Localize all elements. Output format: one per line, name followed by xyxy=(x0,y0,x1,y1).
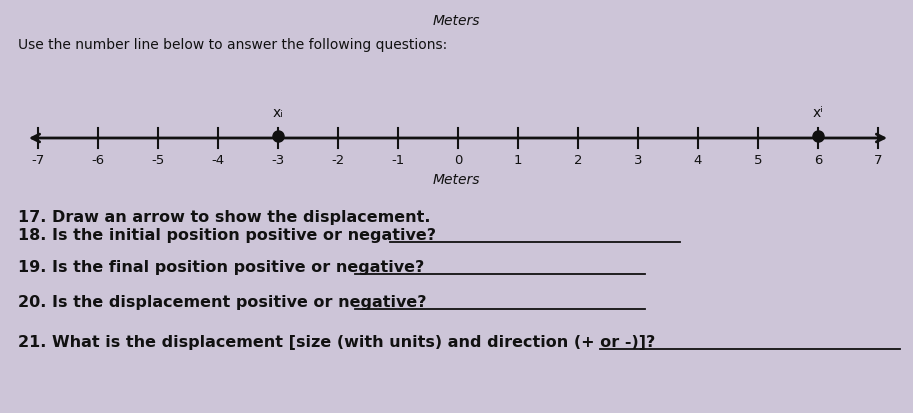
Text: 4: 4 xyxy=(694,154,702,167)
Text: -1: -1 xyxy=(392,154,404,167)
Text: -5: -5 xyxy=(152,154,164,167)
Text: 19. Is the final position positive or negative?: 19. Is the final position positive or ne… xyxy=(18,260,425,275)
Text: -3: -3 xyxy=(271,154,285,167)
Text: 17. Draw an arrow to show the displacement.: 17. Draw an arrow to show the displaceme… xyxy=(18,210,431,225)
Text: 6: 6 xyxy=(813,154,823,167)
Text: xⁱ: xⁱ xyxy=(813,106,824,120)
Text: -2: -2 xyxy=(331,154,344,167)
Text: -6: -6 xyxy=(91,154,105,167)
Text: -7: -7 xyxy=(31,154,45,167)
Text: 1: 1 xyxy=(514,154,522,167)
Text: Use the number line below to answer the following questions:: Use the number line below to answer the … xyxy=(18,38,447,52)
Text: Meters: Meters xyxy=(432,173,479,187)
Text: -4: -4 xyxy=(212,154,225,167)
Text: 21. What is the displacement [size (with units) and direction (+ or -)]?: 21. What is the displacement [size (with… xyxy=(18,335,656,350)
Text: xᵢ: xᵢ xyxy=(273,106,283,120)
Text: 18. Is the initial position positive or negative?: 18. Is the initial position positive or … xyxy=(18,228,436,243)
Text: 3: 3 xyxy=(634,154,642,167)
Text: 2: 2 xyxy=(573,154,582,167)
Text: 0: 0 xyxy=(454,154,462,167)
Text: 5: 5 xyxy=(754,154,762,167)
Text: Meters: Meters xyxy=(432,14,479,28)
Text: 7: 7 xyxy=(874,154,882,167)
Text: 20. Is the displacement positive or negative?: 20. Is the displacement positive or nega… xyxy=(18,295,426,310)
